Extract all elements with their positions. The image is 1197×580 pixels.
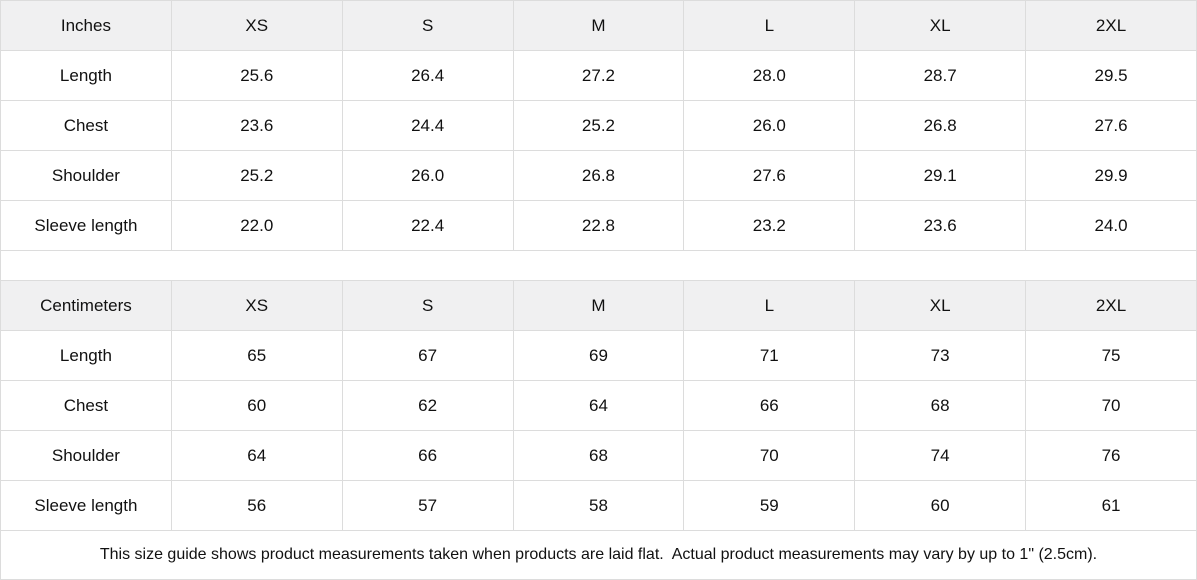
size-column-header-xs: XS xyxy=(170,280,343,331)
size-value-cell: 70 xyxy=(683,430,856,481)
size-value-cell: 22.4 xyxy=(341,200,514,251)
size-value-cell: 22.8 xyxy=(512,200,685,251)
size-value-cell: 24.0 xyxy=(1025,200,1197,251)
size-value-cell: 65 xyxy=(170,330,343,381)
size-value-cell: 23.6 xyxy=(170,100,343,151)
size-value-cell: 27.2 xyxy=(512,50,685,101)
size-value-cell: 26.8 xyxy=(512,150,685,201)
size-column-header-2xl: 2XL xyxy=(1025,0,1197,51)
size-column-header-l: L xyxy=(683,0,856,51)
row-label-sleeve-length: Sleeve length xyxy=(0,480,172,531)
size-column-header-l: L xyxy=(683,280,856,331)
size-value-cell: 67 xyxy=(341,330,514,381)
size-value-cell: 29.5 xyxy=(1025,50,1197,101)
size-value-cell: 75 xyxy=(1025,330,1197,381)
size-value-cell: 61 xyxy=(1025,480,1197,531)
size-column-header-s: S xyxy=(341,0,514,51)
centimeters-header-row: Centimeters XS S M L XL 2XL xyxy=(0,280,1197,331)
size-value-cell: 23.6 xyxy=(854,200,1027,251)
size-value-cell: 28.0 xyxy=(683,50,856,101)
size-value-cell: 66 xyxy=(683,380,856,431)
table-row-inches-shoulder: Shoulder 25.2 26.0 26.8 27.6 29.1 29.9 xyxy=(0,150,1197,201)
size-value-cell: 57 xyxy=(341,480,514,531)
size-value-cell: 64 xyxy=(512,380,685,431)
size-value-cell: 24.4 xyxy=(341,100,514,151)
row-label-shoulder: Shoulder xyxy=(0,150,172,201)
unit-header-inches: Inches xyxy=(0,0,172,51)
table-row-cm-chest: Chest 60 62 64 66 68 70 xyxy=(0,380,1197,431)
row-label-length: Length xyxy=(0,330,172,381)
size-value-cell: 26.4 xyxy=(341,50,514,101)
size-value-cell: 25.2 xyxy=(170,150,343,201)
size-value-cell: 66 xyxy=(341,430,514,481)
size-value-cell: 62 xyxy=(341,380,514,431)
size-value-cell: 71 xyxy=(683,330,856,381)
table-row-inches-chest: Chest 23.6 24.4 25.2 26.0 26.8 27.6 xyxy=(0,100,1197,151)
row-label-length: Length xyxy=(0,50,172,101)
table-row-inches-sleeve-length: Sleeve length 22.0 22.4 22.8 23.2 23.6 2… xyxy=(0,200,1197,251)
size-value-cell: 70 xyxy=(1025,380,1197,431)
row-label-chest: Chest xyxy=(0,380,172,431)
inches-header-row: Inches XS S M L XL 2XL xyxy=(0,0,1197,51)
section-spacer-row xyxy=(0,250,1197,281)
size-column-header-m: M xyxy=(512,280,685,331)
footer-note-row: This size guide shows product measuremen… xyxy=(0,530,1197,580)
size-column-header-s: S xyxy=(341,280,514,331)
table-row-cm-sleeve-length: Sleeve length 56 57 58 59 60 61 xyxy=(0,480,1197,531)
size-value-cell: 69 xyxy=(512,330,685,381)
size-value-cell: 25.2 xyxy=(512,100,685,151)
size-value-cell: 27.6 xyxy=(1025,100,1197,151)
size-value-cell: 60 xyxy=(854,480,1027,531)
size-value-cell: 64 xyxy=(170,430,343,481)
size-value-cell: 29.9 xyxy=(1025,150,1197,201)
size-column-header-xl: XL xyxy=(854,280,1027,331)
size-value-cell: 22.0 xyxy=(170,200,343,251)
row-label-shoulder: Shoulder xyxy=(0,430,172,481)
size-value-cell: 60 xyxy=(170,380,343,431)
size-value-cell: 76 xyxy=(1025,430,1197,481)
size-value-cell: 59 xyxy=(683,480,856,531)
row-label-chest: Chest xyxy=(0,100,172,151)
size-value-cell: 26.0 xyxy=(683,100,856,151)
table-row-cm-length: Length 65 67 69 71 73 75 xyxy=(0,330,1197,381)
size-value-cell: 23.2 xyxy=(683,200,856,251)
table-row-inches-length: Length 25.6 26.4 27.2 28.0 28.7 29.5 xyxy=(0,50,1197,101)
size-value-cell: 26.0 xyxy=(341,150,514,201)
size-value-cell: 26.8 xyxy=(854,100,1027,151)
size-value-cell: 68 xyxy=(512,430,685,481)
size-column-header-2xl: 2XL xyxy=(1025,280,1197,331)
size-column-header-xs: XS xyxy=(170,0,343,51)
size-value-cell: 74 xyxy=(854,430,1027,481)
size-column-header-m: M xyxy=(512,0,685,51)
size-column-header-xl: XL xyxy=(854,0,1027,51)
row-label-sleeve-length: Sleeve length xyxy=(0,200,172,251)
size-value-cell: 27.6 xyxy=(683,150,856,201)
size-value-cell: 25.6 xyxy=(170,50,343,101)
size-value-cell: 68 xyxy=(854,380,1027,431)
size-value-cell: 58 xyxy=(512,480,685,531)
footer-note: This size guide shows product measuremen… xyxy=(0,530,1197,580)
size-value-cell: 73 xyxy=(854,330,1027,381)
size-value-cell: 56 xyxy=(170,480,343,531)
size-value-cell: 29.1 xyxy=(854,150,1027,201)
unit-header-centimeters: Centimeters xyxy=(0,280,172,331)
section-spacer xyxy=(0,250,1197,281)
size-value-cell: 28.7 xyxy=(854,50,1027,101)
table-row-cm-shoulder: Shoulder 64 66 68 70 74 76 xyxy=(0,430,1197,481)
